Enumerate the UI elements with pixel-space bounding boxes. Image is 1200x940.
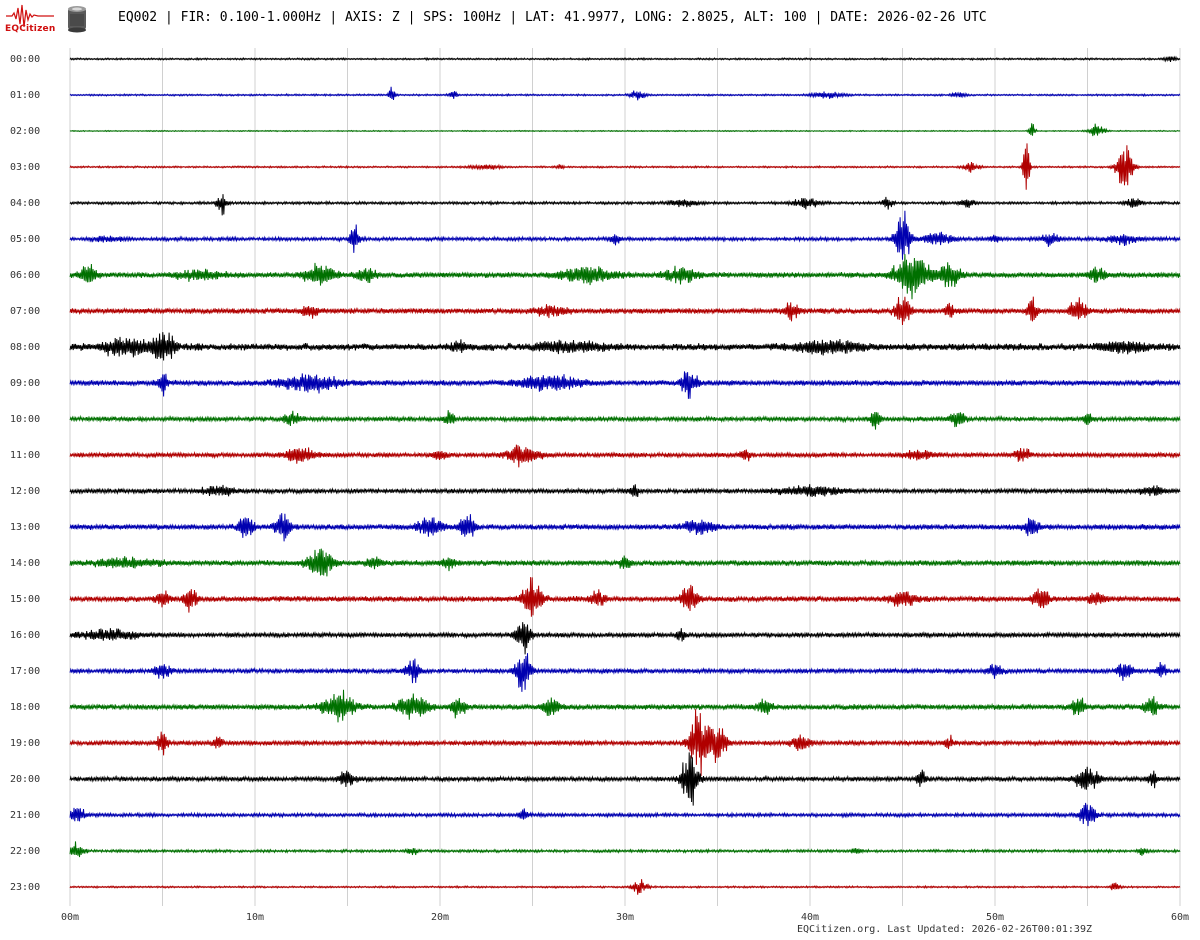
seismic-trace-row (69, 879, 1181, 895)
seismic-trace-row (69, 689, 1181, 723)
hour-label: 09:00 (10, 378, 40, 389)
hour-label: 20:00 (10, 774, 40, 785)
hour-labels: 00:00 01:00 02:00 03:00 04:00 05:00 06:00 07:00… (10, 54, 40, 893)
x-tick-label: 60m (1171, 912, 1189, 920)
seismic-trace-row (69, 577, 1181, 617)
seismic-trace-row (69, 752, 1181, 806)
seismic-trace-row (69, 194, 1181, 216)
hour-label: 11:00 (10, 450, 40, 461)
hour-label: 22:00 (10, 846, 40, 857)
x-tick-label: 50m (986, 912, 1004, 920)
hour-label: 05:00 (10, 234, 40, 245)
last-updated-footer: EQCitizen.org. Last Updated: 2026-02-26T… (796, 924, 1092, 935)
seismic-trace-row (69, 296, 1181, 326)
hour-label: 10:00 (10, 414, 40, 425)
chart-title: EQ002 | FIR: 0.100-1.000Hz | AXIS: Z | S… (118, 10, 987, 25)
hour-label: 06:00 (10, 270, 40, 281)
header: EQCitizen EQ002 | FIR: 0.100-1.000Hz | A… (0, 0, 1200, 40)
seismic-trace-row (69, 86, 1181, 101)
hour-label: 04:00 (10, 198, 40, 209)
seismic-trace-row (69, 802, 1181, 827)
seismic-trace-row (69, 254, 1181, 300)
x-axis-ticks: 00m 10m 20m 30m 40m 50m 60m (61, 912, 1189, 920)
hour-label: 21:00 (10, 810, 40, 821)
seismic-trace-row (69, 653, 1181, 692)
hour-label: 19:00 (10, 738, 40, 749)
hour-label: 18:00 (10, 702, 40, 713)
seismic-trace-row (69, 143, 1181, 190)
x-tick-label: 00m (61, 912, 79, 920)
seismic-trace-row (69, 410, 1181, 430)
x-tick-label: 10m (246, 912, 264, 920)
logo-text: EQCitizen (5, 24, 56, 34)
seismic-trace-row (69, 332, 1181, 361)
seismic-trace-row (69, 123, 1181, 137)
seismic-trace-row (69, 484, 1181, 498)
seismometer-sensor-icon (68, 6, 86, 33)
hour-label: 23:00 (10, 882, 40, 893)
x-tick-label: 30m (616, 912, 634, 920)
x-tick-label: 20m (431, 912, 449, 920)
seismic-trace-row (69, 210, 1181, 260)
hour-label: 12:00 (10, 486, 40, 497)
seismic-trace-row (69, 841, 1181, 858)
hour-label: 17:00 (10, 666, 40, 677)
hour-label: 15:00 (10, 594, 40, 605)
eqcitizen-logo-icon (6, 4, 54, 28)
seismic-trace-row (69, 548, 1181, 577)
hour-label: 14:00 (10, 558, 40, 569)
hour-label: 13:00 (10, 522, 40, 533)
hour-label: 02:00 (10, 126, 40, 137)
seismic-trace-row (69, 444, 1181, 468)
grid-lines (69, 48, 1181, 906)
seismic-trace-row (69, 709, 1181, 777)
hour-label: 16:00 (10, 630, 40, 641)
seismic-trace-row (69, 55, 1181, 63)
hour-label: 08:00 (10, 342, 40, 353)
seismic-trace-row (69, 622, 1181, 655)
hour-label: 07:00 (10, 306, 40, 317)
seismic-traces (69, 55, 1181, 895)
seismic-trace-row (69, 371, 1181, 399)
seismic-trace-row (69, 513, 1181, 542)
x-tick-label: 40m (801, 912, 819, 920)
hour-label: 03:00 (10, 162, 40, 173)
hour-label: 00:00 (10, 54, 40, 65)
hour-label: 01:00 (10, 90, 40, 101)
helicorder-plot: 00:00 01:00 02:00 03:00 04:00 05:00 06:00 07:00… (10, 48, 1189, 920)
